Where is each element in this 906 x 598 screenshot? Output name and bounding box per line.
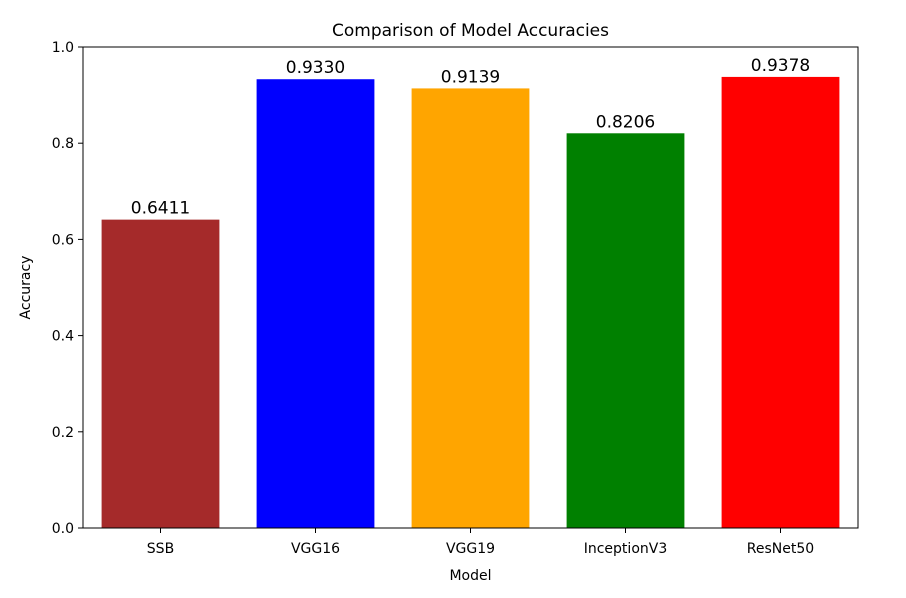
- bars-group: [101, 76, 840, 529]
- y-tick-label: 0.0: [52, 521, 74, 537]
- y-axis-label: Accuracy: [18, 256, 34, 320]
- data-label-inceptionv3: 0.8206: [596, 112, 655, 132]
- bar-resnet50: [721, 76, 840, 528]
- bar-vgg16: [256, 79, 375, 529]
- y-tick-label: 0.2: [52, 425, 74, 441]
- x-tick-label: VGG16: [291, 541, 340, 557]
- data-label-resnet50: 0.9378: [751, 56, 810, 76]
- plot-frame: [82, 46, 859, 529]
- bar-vgg19: [411, 88, 530, 529]
- data-label-vgg19: 0.9139: [441, 67, 500, 87]
- data-label-ssb: 0.6411: [131, 199, 190, 219]
- x-axis-label: Model: [449, 568, 491, 584]
- x-tick-label: VGG19: [446, 541, 495, 557]
- y-tick-label: 0.4: [52, 329, 74, 345]
- y-tick-label: 1.0: [52, 40, 74, 56]
- bar-ssb: [101, 219, 220, 528]
- y-tick-label: 0.6: [52, 232, 74, 248]
- bar-inceptionv3: [566, 133, 685, 529]
- y-tick-label: 0.8: [52, 136, 74, 152]
- x-tick-label: ResNet50: [747, 541, 814, 557]
- data-labels-group: 0.6411 0.9330 0.9139 0.8206 0.9378: [131, 56, 810, 219]
- x-tick-label: SSB: [147, 541, 174, 557]
- x-tick-label: InceptionV3: [584, 541, 668, 557]
- x-axis: SSB VGG16 VGG19 InceptionV3 ResNet50: [147, 528, 814, 557]
- data-label-vgg16: 0.9330: [286, 58, 345, 78]
- y-axis: 0.0 0.2 0.4 0.6 0.8 1.0: [52, 40, 83, 537]
- chart-title: Comparison of Model Accuracies: [332, 21, 609, 41]
